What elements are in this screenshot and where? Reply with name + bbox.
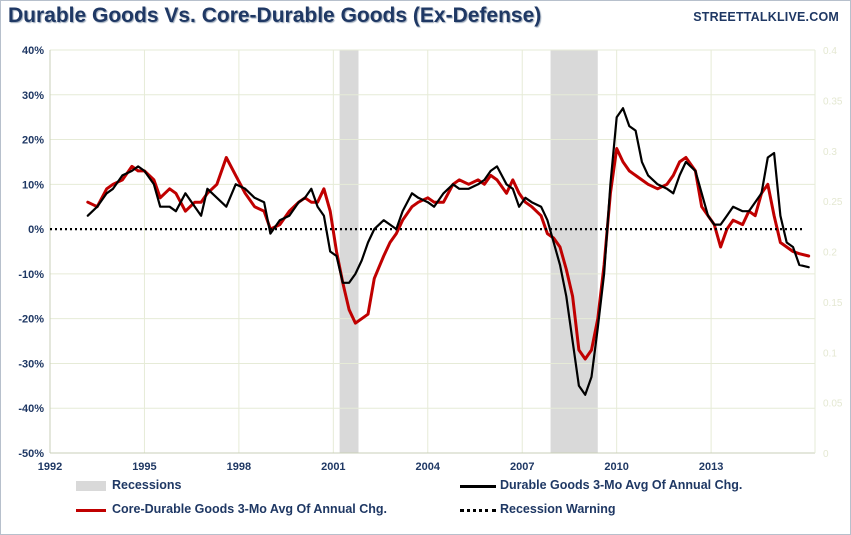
- y-tick-label: -30%: [18, 358, 44, 370]
- right-tick-label: 0.2: [823, 248, 837, 259]
- x-tick-label: 2007: [510, 461, 534, 473]
- right-tick-label: 0: [823, 449, 829, 460]
- right-tick-label: 0.05: [823, 399, 843, 410]
- y-tick-label: 20%: [22, 135, 44, 147]
- legend-swatch-core: [76, 509, 106, 512]
- x-tick-label: 2010: [604, 461, 628, 473]
- legend-label-core: Core-Durable Goods 3-Mo Avg Of Annual Ch…: [112, 502, 387, 516]
- x-tick-label: 2013: [699, 461, 723, 473]
- brand-watermark: STREETTALKLIVE.COM: [693, 10, 839, 24]
- legend-label-durable: Durable Goods 3-Mo Avg Of Annual Chg.: [500, 478, 743, 492]
- y-tick-label: -20%: [18, 314, 44, 326]
- x-tick-label: 2001: [321, 461, 345, 473]
- legend-label-warning: Recession Warning: [500, 502, 616, 516]
- y-tick-label: -40%: [18, 403, 44, 415]
- right-tick-label: 0.3: [823, 147, 837, 158]
- legend-swatch-durable: [460, 485, 496, 488]
- chart-title: Durable Goods Vs. Core-Durable Goods (Ex…: [8, 4, 542, 27]
- y-tick-label: -50%: [18, 448, 44, 460]
- legend-label-recessions: Recessions: [112, 478, 182, 492]
- x-tick-label: 2004: [416, 461, 441, 473]
- y-tick-label: 30%: [22, 90, 44, 102]
- recession-band-1: [550, 50, 598, 453]
- y-tick-label: 10%: [22, 179, 44, 191]
- legend-swatch-warning: [460, 509, 496, 512]
- y-tick-label: -10%: [18, 269, 44, 281]
- core-durable-goods-line: [86, 147, 811, 361]
- recession-band-0: [339, 50, 359, 453]
- legend-swatch-recessions: [76, 481, 106, 491]
- y-tick-label: 40%: [22, 45, 44, 57]
- right-tick-label: 0.15: [823, 298, 843, 309]
- x-tick-label: 1995: [132, 461, 156, 473]
- x-tick-label: 1998: [227, 461, 251, 473]
- right-tick-label: 0.25: [823, 197, 843, 208]
- x-tick-label: 1992: [38, 461, 62, 473]
- durable-goods-line: [86, 107, 810, 396]
- right-tick-label: 0.35: [823, 96, 843, 107]
- right-tick-label: 0.4: [823, 46, 837, 57]
- right-tick-label: 0.1: [823, 348, 837, 359]
- y-tick-label: 0%: [28, 224, 44, 236]
